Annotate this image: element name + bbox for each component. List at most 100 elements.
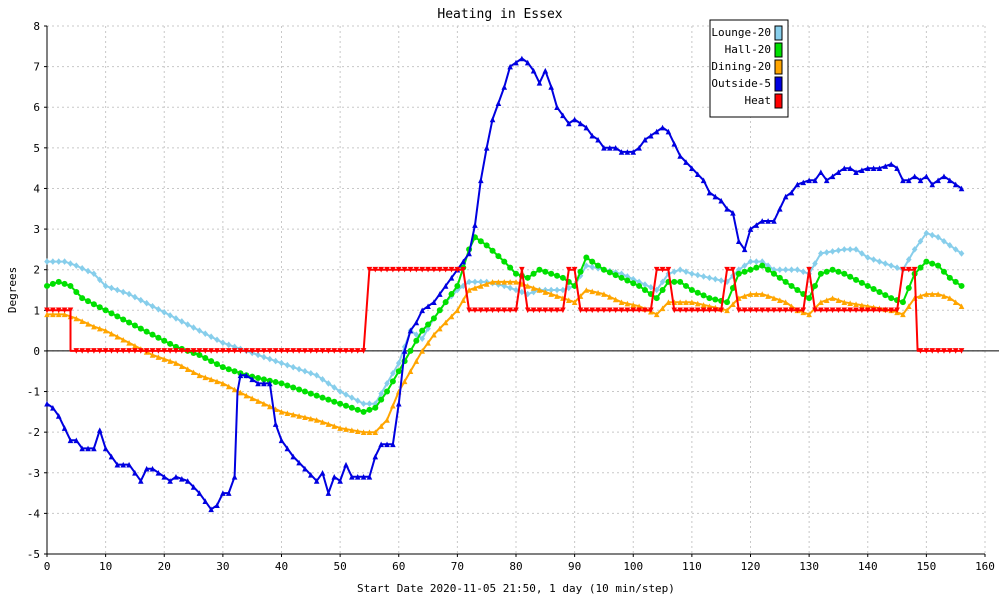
data-point-hall-20 — [454, 282, 461, 289]
data-point-hall-20 — [530, 270, 537, 277]
data-point-lounge-20 — [419, 335, 425, 343]
data-point-dining-20 — [413, 358, 420, 364]
data-point-heat — [724, 266, 730, 273]
data-point-outside-5 — [44, 400, 50, 407]
data-point-heat — [653, 266, 660, 273]
data-point-outside-5 — [800, 179, 807, 186]
data-point-hall-20 — [688, 287, 695, 293]
data-point-outside-5 — [853, 169, 859, 176]
data-point-dining-20 — [337, 425, 343, 431]
data-point-heat — [419, 266, 425, 273]
data-point-outside-5 — [91, 445, 97, 452]
data-point-heat — [929, 348, 936, 354]
data-point-dining-20 — [442, 319, 449, 326]
data-point-hall-20 — [430, 315, 437, 322]
y-tick-label: 5 — [33, 142, 40, 155]
data-point-dining-20 — [571, 299, 578, 305]
data-point-heat — [677, 307, 683, 314]
data-point-hall-20 — [829, 266, 836, 273]
x-tick-label: 140 — [858, 560, 878, 573]
data-point-hall-20 — [49, 280, 56, 287]
data-point-lounge-20 — [653, 286, 660, 294]
data-point-heat — [536, 307, 543, 314]
data-point-heat — [472, 307, 478, 314]
data-point-hall-20 — [735, 270, 742, 277]
data-point-lounge-20 — [366, 400, 373, 408]
data-point-outside-5 — [571, 116, 578, 123]
data-point-outside-5 — [96, 427, 103, 433]
data-point-dining-20 — [542, 289, 549, 295]
data-point-outside-5 — [530, 67, 537, 74]
data-point-outside-5 — [630, 149, 637, 155]
data-point-lounge-20 — [876, 258, 883, 265]
data-point-lounge-20 — [829, 248, 836, 255]
data-point-heat — [935, 348, 941, 354]
data-point-outside-5 — [894, 165, 900, 171]
data-point-heat — [243, 348, 250, 354]
data-point-dining-20 — [612, 296, 619, 303]
data-point-hall-20 — [589, 258, 596, 265]
data-point-lounge-20 — [266, 355, 273, 363]
data-point-outside-5 — [290, 453, 297, 460]
data-point-lounge-20 — [905, 256, 912, 263]
data-point-hall-20 — [864, 282, 871, 289]
data-point-outside-5 — [888, 161, 894, 167]
data-point-heat — [777, 307, 783, 314]
data-point-outside-5 — [79, 445, 85, 452]
data-point-hall-20 — [958, 282, 965, 289]
data-point-hall-20 — [536, 266, 543, 273]
data-point-hall-20 — [354, 406, 361, 413]
data-point-lounge-20 — [296, 365, 302, 373]
data-point-dining-20 — [730, 301, 736, 308]
data-point-outside-5 — [536, 80, 543, 86]
data-point-hall-20 — [219, 364, 226, 371]
data-point-dining-20 — [665, 299, 672, 305]
data-point-outside-5 — [513, 59, 519, 66]
data-point-hall-20 — [782, 278, 789, 285]
data-point-heat — [249, 348, 255, 354]
data-point-outside-5 — [173, 474, 179, 480]
data-point-dining-20 — [495, 279, 502, 285]
data-point-lounge-20 — [941, 237, 947, 245]
data-point-hall-20 — [870, 285, 877, 292]
data-point-hall-20 — [858, 279, 865, 286]
data-point-heat — [343, 348, 349, 354]
y-tick-label: 4 — [33, 182, 40, 195]
data-point-lounge-20 — [888, 262, 894, 269]
data-point-heat — [325, 348, 332, 354]
data-point-heat — [624, 307, 631, 314]
data-point-hall-20 — [946, 274, 953, 281]
data-point-dining-20 — [835, 297, 842, 303]
data-point-dining-20 — [536, 287, 543, 293]
data-point-dining-20 — [952, 299, 959, 305]
data-point-hall-20 — [272, 379, 279, 386]
data-point-lounge-20 — [847, 246, 853, 253]
data-point-outside-5 — [313, 478, 320, 484]
data-point-heat — [55, 307, 62, 314]
data-point-hall-20 — [899, 299, 906, 306]
data-point-lounge-20 — [384, 380, 390, 387]
data-point-heat — [179, 348, 185, 354]
data-point-lounge-20 — [560, 286, 566, 294]
data-point-heat — [589, 307, 596, 314]
data-point-dining-20 — [847, 300, 853, 306]
data-point-heat — [870, 307, 877, 314]
data-point-hall-20 — [120, 316, 127, 323]
data-point-outside-5 — [120, 461, 127, 468]
data-point-outside-5 — [472, 222, 478, 228]
data-point-heat — [79, 348, 85, 354]
data-point-outside-5 — [167, 478, 173, 484]
data-point-heat — [612, 307, 619, 314]
data-point-outside-5 — [665, 128, 672, 135]
data-point-hall-20 — [73, 289, 80, 296]
data-point-outside-5 — [653, 128, 660, 135]
data-point-dining-20 — [460, 297, 467, 303]
data-point-outside-5 — [225, 490, 232, 496]
data-point-outside-5 — [85, 445, 91, 452]
data-point-hall-20 — [747, 266, 754, 273]
data-point-hall-20 — [378, 396, 385, 403]
data-point-heat — [706, 307, 713, 314]
data-point-heat — [85, 348, 91, 354]
data-point-lounge-20 — [149, 302, 156, 310]
data-point-heat — [958, 348, 965, 354]
